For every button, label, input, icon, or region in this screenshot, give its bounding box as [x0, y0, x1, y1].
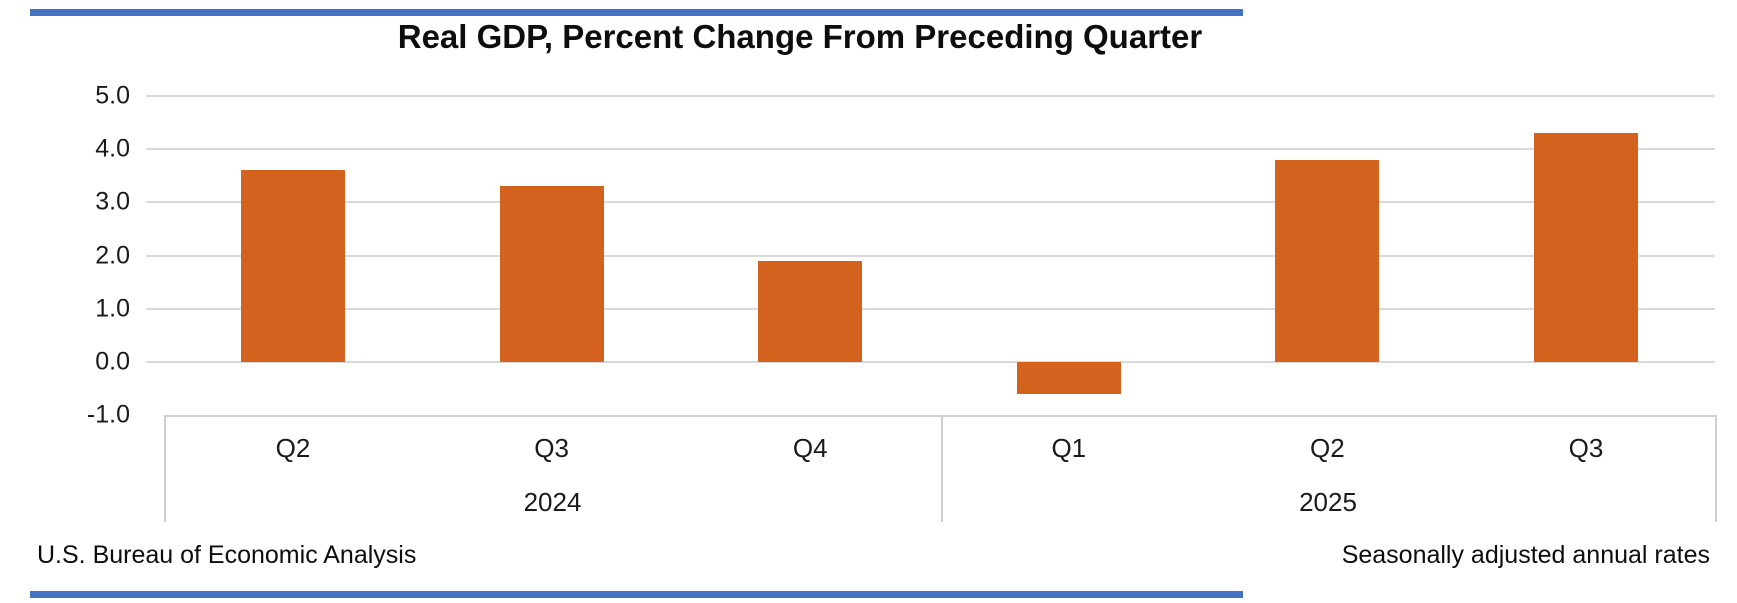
bar-q2-2024: [241, 170, 345, 362]
quarter-label-q2-2025: Q2: [1310, 433, 1345, 463]
x-axis-group-divider: [941, 415, 943, 522]
x-axis-box-border: [1715, 415, 1717, 522]
quarter-label-q4-2024: Q4: [792, 433, 828, 463]
note-text: Seasonally adjusted annual rates: [1341, 541, 1710, 569]
y-tick-label-5.0: 5.0: [95, 81, 130, 110]
top-blue-rule: [30, 9, 1243, 16]
source-text: U.S. Bureau of Economic Analysis: [37, 541, 417, 569]
gridline-3.0: [146, 201, 1715, 204]
bar-q1-2025: [1016, 361, 1121, 394]
y-tick-label-1.0: 1.0: [95, 294, 130, 323]
x-axis-box-top-border: [164, 415, 1715, 417]
bar-q3-2025: [1534, 133, 1638, 362]
y-tick-label-4.0: 4.0: [95, 134, 130, 163]
year-label-2025: 2025: [1299, 487, 1357, 517]
gridline-4.0: [146, 148, 1715, 151]
x-axis-box-border: [164, 415, 166, 522]
gridline-1.0: [146, 307, 1715, 310]
bar-q4-2024: [758, 260, 863, 362]
quarter-label-q3-2025: Q3: [1568, 433, 1604, 463]
quarter-label-q1-2025: Q1: [1051, 433, 1087, 463]
gridline-5.0: [146, 95, 1715, 97]
bar-q3-2024: [499, 186, 604, 362]
gridline-0.0: [146, 360, 1715, 363]
quarter-label-q2-2024: Q2: [275, 433, 311, 463]
y-tick-label--1.0: -1.0: [86, 400, 130, 429]
y-tick-label-3.0: 3.0: [95, 187, 130, 216]
y-tick-label-2.0: 2.0: [95, 241, 130, 269]
chart-title: Real GDP, Percent Change From Preceding …: [397, 18, 1203, 55]
gridline-2.0: [146, 254, 1715, 257]
quarter-label-q3-2024: Q3: [534, 433, 569, 463]
year-label-2024: 2024: [523, 487, 582, 517]
y-tick-label-0.0: 0.0: [95, 347, 130, 376]
bottom-blue-rule: [30, 591, 1243, 598]
bar-q2-2025: [1275, 159, 1380, 362]
